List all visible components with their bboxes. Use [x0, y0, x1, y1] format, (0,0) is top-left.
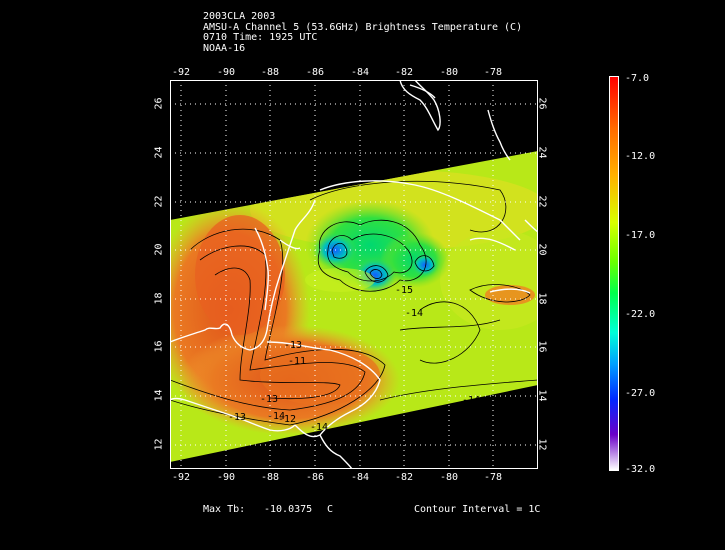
map-frame	[170, 80, 538, 469]
lon-tick: -80	[440, 472, 459, 483]
lon-tick: -86	[306, 472, 325, 483]
colorbar	[609, 76, 619, 471]
lon-tick: -78	[484, 67, 503, 78]
contour-label: -13	[284, 340, 302, 351]
max-tb-label: Max Tb:	[203, 504, 246, 515]
contour-label: -12	[278, 414, 296, 425]
colorbar-label: -17.0	[625, 230, 656, 241]
lon-tick: -92	[172, 472, 191, 483]
colorbar-label: -12.0	[625, 151, 656, 162]
lon-tick: -82	[395, 67, 414, 78]
contour-label: -14	[267, 411, 285, 422]
lon-tick: -90	[217, 67, 236, 78]
lat-tick: 20	[536, 243, 548, 256]
contour-interval: Contour Interval = 1C	[414, 504, 541, 515]
contour-label: -14	[462, 395, 480, 406]
title-line-1: 2003CLA 2003	[203, 11, 276, 22]
lon-tick: -80	[440, 67, 459, 78]
coastlines	[170, 80, 538, 469]
contour-labels: -13 -11 -13 -14 -14 -13 -12 -14 -15 -14	[228, 285, 480, 433]
lon-tick: -82	[395, 472, 414, 483]
lat-tick: 16	[153, 340, 165, 353]
lat-tick: 24	[153, 146, 165, 159]
contour-label: -13	[260, 394, 278, 405]
lon-tick: -92	[172, 67, 191, 78]
title-line-3: 0710 Time: 1925 UTC	[203, 32, 318, 43]
lat-tick: 16	[536, 340, 548, 353]
lat-tick: 18	[536, 292, 548, 305]
lon-tick: -84	[351, 67, 370, 78]
colorbar-label: -32.0	[625, 464, 656, 475]
title-line-4: NOAA-16	[203, 42, 246, 54]
contour-label: -14	[310, 422, 328, 433]
max-tb-unit: C	[327, 504, 334, 515]
lat-tick: 24	[536, 146, 548, 159]
lat-tick: 14	[153, 389, 165, 402]
lon-tick: -78	[484, 472, 503, 483]
lat-tick: 20	[153, 243, 165, 256]
lat-tick: 22	[153, 195, 165, 208]
max-tb-value: -10.0375	[264, 504, 313, 515]
contour-label: -13	[228, 412, 246, 423]
lon-tick: -88	[261, 67, 280, 78]
lon-tick: -86	[306, 67, 325, 78]
title-line-2: AMSU-A Channel 5 (53.6GHz) Brightness Te…	[203, 21, 523, 33]
map-canvas: -13 -11 -13 -14 -14 -13 -12 -14 -15 -14	[170, 80, 538, 469]
contour-label: -14	[405, 308, 423, 319]
lat-tick: 26	[153, 97, 165, 110]
lon-tick: -90	[217, 472, 236, 483]
map-plot: -13 -11 -13 -14 -14 -13 -12 -14 -15 -14	[170, 80, 538, 469]
lat-tick: 14	[536, 389, 548, 402]
lat-tick: 12	[536, 438, 548, 451]
lon-tick: -88	[261, 472, 280, 483]
colorbar-label: -22.0	[625, 309, 656, 320]
lat-tick: 26	[536, 97, 548, 110]
lat-tick: 22	[536, 195, 548, 208]
title-block: 2003CLA 2003 AMSU-A Channel 5 (53.6GHz) B…	[203, 11, 523, 54]
lat-tick: 18	[153, 292, 165, 305]
contour-label: -11	[288, 356, 306, 367]
contours	[170, 180, 538, 426]
contour-label: -15	[395, 285, 413, 296]
lon-tick: -84	[351, 472, 370, 483]
lat-tick: 12	[153, 438, 165, 451]
colorbar-label: -7.0	[625, 73, 650, 84]
colorbar-label: -27.0	[625, 388, 656, 399]
